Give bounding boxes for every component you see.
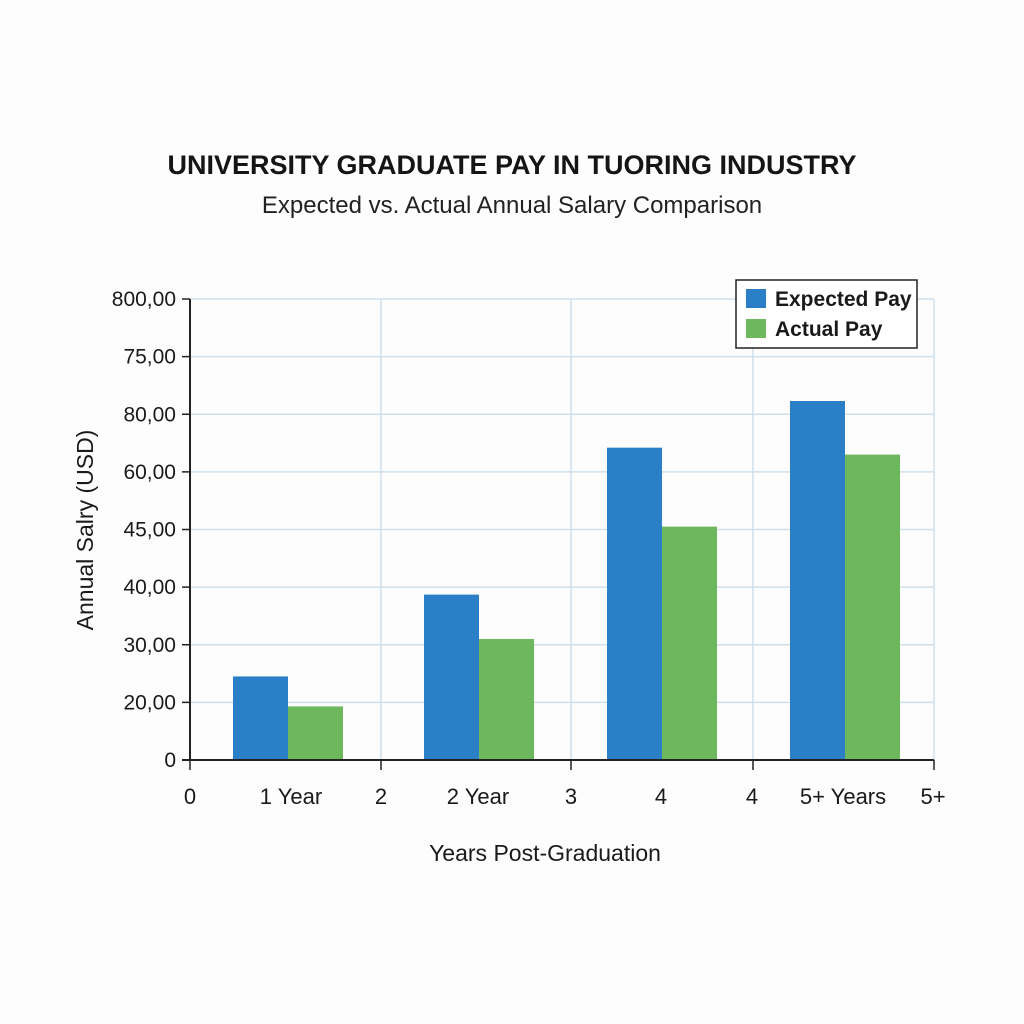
bar-expected-pay: [607, 447, 662, 760]
chart-title: UNIVERSITY GRADUATE PAY IN TUORING INDUS…: [167, 150, 857, 180]
bar-actual-pay: [845, 454, 900, 760]
chart-subtitle: Expected vs. Actual Annual Salary Compar…: [261, 192, 763, 219]
legend-box: [735, 279, 918, 349]
y-tick-label: 45,00: [123, 519, 176, 542]
y-tick-label: 60,00: [123, 461, 176, 484]
bar-actual-pay: [479, 638, 534, 760]
y-tick-label: 80,00: [123, 403, 176, 426]
bar-actual-pay: [662, 526, 717, 760]
y-axis-title: Annual Salry (USD): [72, 430, 98, 631]
bar-actual-pay: [288, 706, 343, 760]
x-tick-label: 0: [184, 784, 196, 809]
x-tick-label: 5+ Years: [800, 784, 886, 809]
x-tick-label: 2 Year: [447, 784, 509, 809]
x-tick-label: 2: [375, 784, 387, 809]
y-tick-label: 0: [164, 749, 176, 772]
y-tick-label: 20,00: [123, 691, 176, 714]
x-tick-label: 5+: [920, 784, 945, 809]
x-tick-label: 4: [746, 784, 758, 809]
y-tick-label: 800,00: [112, 288, 176, 311]
y-tick-label: 75,00: [123, 346, 176, 369]
y-tick-label: 40,00: [123, 576, 176, 599]
bar-expected-pay: [424, 594, 479, 760]
x-tick-label: 1 Year: [260, 784, 322, 809]
legend-swatch: [746, 289, 766, 308]
bar-expected-pay: [790, 400, 845, 760]
legend-swatch: [746, 319, 766, 338]
legend-label: Expected Pay: [775, 288, 912, 311]
x-tick-label: 3: [565, 784, 577, 809]
x-axis-title: Years Post-Graduation: [429, 840, 661, 866]
legend-label: Actual Pay: [775, 318, 883, 341]
x-tick-label: 4: [655, 784, 667, 809]
bar-expected-pay: [233, 676, 288, 760]
y-tick-label: 30,00: [123, 634, 176, 657]
